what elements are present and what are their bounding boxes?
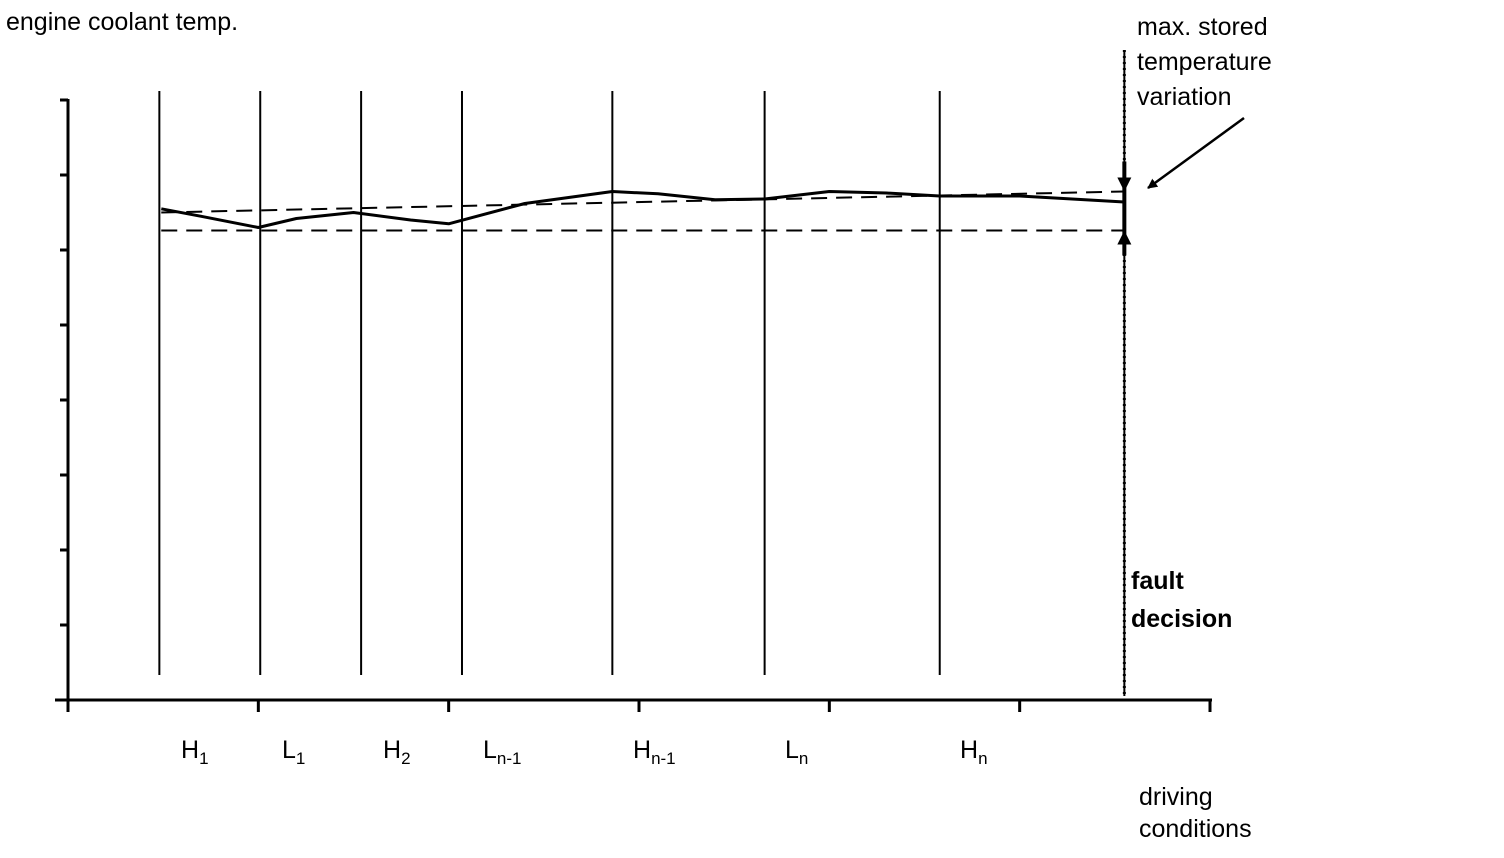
y-ticks	[60, 98, 68, 627]
fault-label-line-1: fault	[1131, 567, 1184, 595]
segment-label: H1	[181, 736, 209, 768]
annotation-arrow	[1147, 116, 1245, 190]
series-line	[161, 190, 1125, 229]
y-axis-title: engine coolant temp.	[6, 8, 238, 36]
x-ticks	[66, 700, 1212, 712]
annotation-line-2: temperature	[1137, 48, 1272, 76]
variation-bracket-top-arrow	[1117, 177, 1132, 192]
segment-label: Ln-1	[483, 736, 521, 768]
segment-label: H2	[383, 736, 411, 768]
variation-bracket-bottom-arrow	[1117, 230, 1132, 245]
series-group	[161, 190, 1125, 229]
segment-label: Hn-1	[633, 736, 676, 768]
segment-labels: H1 L1 H2 Ln-1 Hn-1 Ln Hn	[181, 736, 988, 768]
annotation-line-1: max. stored	[1137, 13, 1268, 41]
x-axis-title-line-1: driving	[1139, 783, 1213, 811]
x-axis-title-line-2: conditions	[1139, 815, 1252, 843]
segment-label: L1	[282, 736, 305, 768]
fault-label-line-2: decision	[1131, 605, 1232, 633]
segment-label: Hn	[960, 736, 988, 768]
segment-boundaries	[158, 91, 941, 675]
segment-label: Ln	[785, 736, 808, 768]
annotation-line-3: variation	[1137, 83, 1232, 111]
